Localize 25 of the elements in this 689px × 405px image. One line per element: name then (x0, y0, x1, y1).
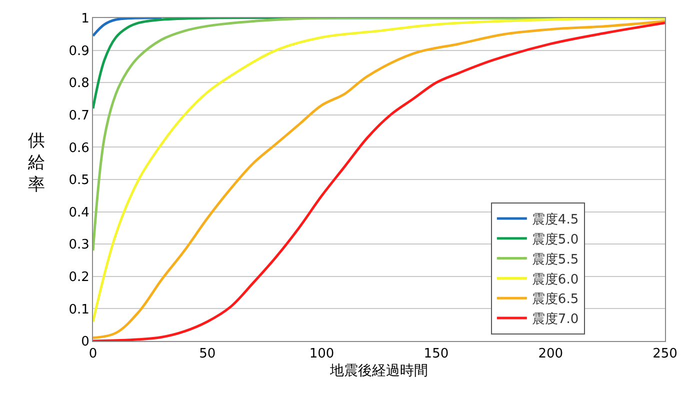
x-tick-label: 150 (424, 346, 449, 362)
x-tick-label: 250 (652, 346, 678, 362)
legend-label: 震度7.0 (532, 311, 579, 328)
legend-label: 震度5.5 (532, 251, 579, 268)
y-tick-label: 1 (81, 12, 90, 27)
x-tick-label: 200 (538, 346, 564, 362)
y-axis-title: 供給率 (27, 131, 45, 196)
y-tick-label: 0 (81, 334, 90, 350)
line-series (93, 18, 163, 38)
y-tick-label: 0.4 (68, 205, 90, 220)
x-axis-title: 地震後経過時間 (329, 362, 428, 379)
y-tick-label: 0.6 (68, 140, 90, 156)
y-tick-label: 0.1 (68, 302, 90, 318)
y-tick-label: 0.2 (68, 270, 90, 285)
x-tick-label: 50 (199, 346, 216, 362)
legend-label: 震度4.5 (532, 212, 579, 228)
x-tick-label: 100 (309, 346, 334, 362)
y-tick-label: 0.9 (68, 44, 90, 59)
legend-label: 震度6.0 (532, 271, 579, 288)
y-tick-label: 0.3 (68, 238, 90, 253)
y-tick-label: 0.5 (68, 173, 90, 188)
legend-label: 震度6.5 (532, 291, 579, 308)
y-tick-label: 0.8 (68, 76, 90, 92)
legend-label: 震度5.0 (532, 231, 579, 248)
y-tick-label: 0.7 (68, 108, 90, 124)
